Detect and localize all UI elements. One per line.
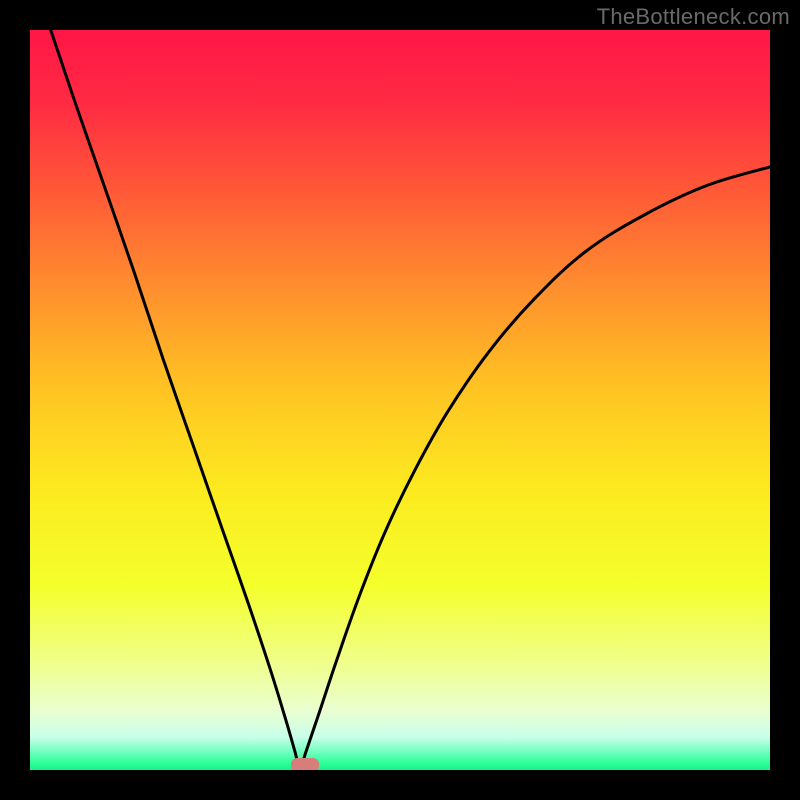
bottleneck-curve: [30, 30, 770, 770]
watermark-label: TheBottleneck.com: [597, 4, 790, 30]
outer-frame: TheBottleneck.com: [0, 0, 800, 800]
plot-area: [30, 30, 770, 770]
bottleneck-curve-path: [51, 30, 770, 770]
optimal-point-marker: [291, 758, 319, 770]
